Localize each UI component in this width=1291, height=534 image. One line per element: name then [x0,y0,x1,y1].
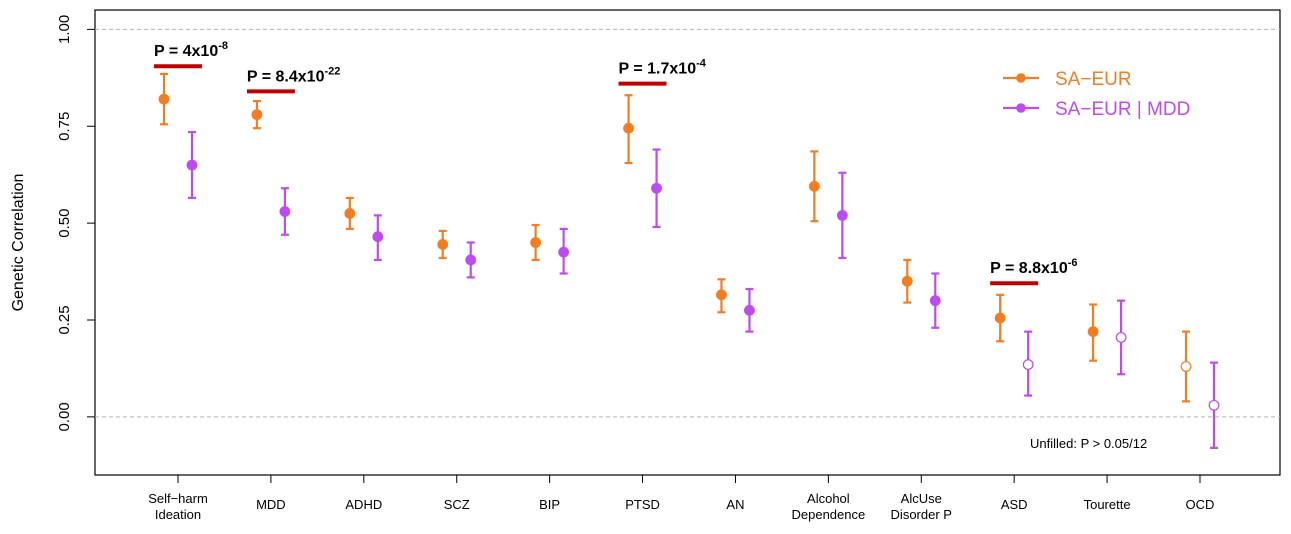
error-bar-point [186,130,198,200]
error-bar-point [651,148,662,229]
x-tick-label: Tourette [1084,497,1131,512]
error-bar-point [1087,303,1099,362]
error-bar-point [158,72,170,126]
data-point [1115,332,1127,343]
error-bar-point [1208,361,1220,449]
error-bar-point [808,150,820,223]
x-tick-label: OCD [1186,497,1215,512]
data-point [836,209,848,221]
data-point [1087,326,1099,338]
y-tick-label: 0.00 [56,402,73,431]
x-tick-label: ASD [1001,497,1028,512]
error-bar-point [344,196,356,231]
data-point [558,246,570,258]
data-point [251,109,263,121]
p-value-label: P = 1.7x10-4 [619,58,707,78]
y-tick-label: 0.50 [56,209,73,238]
error-bar-point [836,171,848,260]
data-point [530,237,542,248]
y-tick-label: 1.00 [56,15,73,44]
data-point [716,289,727,301]
x-tick-label: Alcohol Dependence [791,491,865,522]
p-value-label: P = 4x10-8 [154,40,228,60]
plot-frame [94,9,1281,476]
legend-marker [1016,73,1026,83]
data-point [372,231,384,243]
x-tick-label: SCZ [444,497,470,512]
p-value-label: P = 8.8x10-6 [990,257,1077,277]
data-point [1022,359,1034,370]
error-bar-point [251,99,263,130]
data-point [651,182,662,194]
data-point [437,239,449,250]
p-value-label: P = 8.4x10-22 [247,65,340,85]
error-bar-point [994,293,1006,343]
error-bar-point [1180,330,1192,403]
data-point [744,304,755,316]
x-tick-label: ADHD [345,497,382,512]
x-tick-label: PTSD [625,497,660,512]
data-point [901,275,913,287]
x-tick-label: MDD [256,497,286,512]
data-point [994,312,1006,324]
legend: SA−EUR SA−EUR | MDD [1003,69,1190,120]
data-point [186,159,198,171]
error-bar-point [437,229,449,260]
x-tick-label: BIP [539,497,560,512]
error-bar-point [372,214,384,262]
error-bar-point [465,241,477,279]
error-bar-point [1115,299,1127,376]
x-tick-label: AN [726,497,744,512]
error-bar-point [623,94,634,165]
error-bar-point [716,278,727,314]
error-bar-point [558,227,570,275]
data-point [929,295,941,307]
y-tick-label: 0.25 [56,305,73,334]
error-bar-point [279,187,291,236]
legend-label: SA−EUR | MDD [1055,99,1190,120]
error-bar-point [929,272,941,329]
legend-marker [1016,103,1026,113]
significance-note: Unfilled: P > 0.05/12 [1030,436,1147,451]
data-point [279,206,291,217]
data-point [465,254,477,266]
y-tick-label: 0.75 [56,112,73,141]
error-bar-point [530,223,542,262]
error-bar-point [901,258,913,304]
error-bar-point [744,287,755,333]
data-point [623,122,634,134]
legend-label: SA−EUR [1055,69,1132,90]
y-axis-title: Genetic Correlation [10,174,27,312]
error-bar-point [1022,330,1034,397]
data-point [808,180,820,192]
x-tick-label: Self−harm Ideation [148,491,208,522]
x-tick-label: AlcUse Disorder P [891,491,952,522]
data-point [158,93,170,105]
data-point [1180,361,1192,372]
data-point [1208,399,1220,411]
data-point [344,208,356,219]
